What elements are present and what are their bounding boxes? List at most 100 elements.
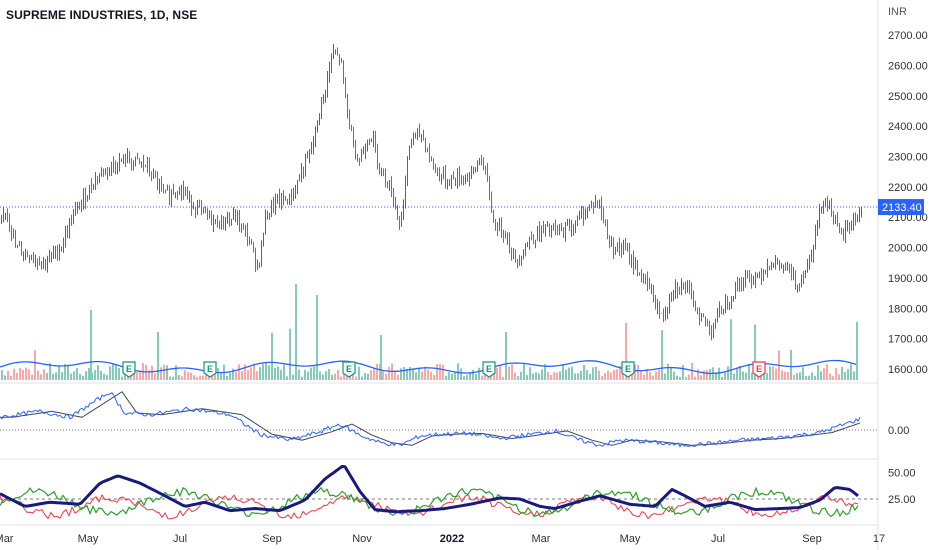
volume-bar <box>433 375 435 380</box>
volume-bar <box>451 373 453 380</box>
volume-bar <box>394 372 396 380</box>
volume-bar <box>424 366 426 380</box>
volume-bar <box>550 374 552 380</box>
volume-bar <box>220 371 222 380</box>
volume-bar <box>472 369 474 380</box>
volume-bar <box>682 364 684 380</box>
volume-bar <box>718 367 720 380</box>
volume-bar <box>376 363 378 380</box>
volume-bar <box>250 367 252 380</box>
volume-bar <box>370 370 372 380</box>
volume-bar <box>835 368 837 380</box>
time-axis-label: 2022 <box>440 533 464 545</box>
volume-bar <box>172 376 174 380</box>
volume-bar <box>721 376 723 380</box>
volume-bar <box>115 364 117 380</box>
volume-bar <box>31 374 33 380</box>
volume-bar <box>502 376 504 380</box>
volume-bar <box>403 367 405 380</box>
volume-bar <box>421 371 423 380</box>
volume-bar <box>787 371 789 380</box>
volume-bar <box>304 369 306 380</box>
volume-bar <box>748 363 750 380</box>
volume-bar <box>271 332 273 380</box>
volume-bar <box>253 363 255 380</box>
volume-bar <box>406 368 408 380</box>
volume-bar <box>319 371 321 380</box>
volume-bar <box>532 373 534 380</box>
volume-bar <box>751 372 753 380</box>
volume-bar <box>25 367 27 380</box>
volume-bar <box>727 366 729 380</box>
volume-bar <box>106 375 108 380</box>
volume-bar <box>520 371 522 380</box>
volume-bar <box>604 373 606 380</box>
volume-bar <box>202 375 204 380</box>
volume-bar <box>409 367 411 380</box>
volume-bar <box>595 366 597 380</box>
volume-bar <box>90 310 92 380</box>
volume-bar <box>436 364 438 380</box>
volume-bar <box>565 369 567 380</box>
volume-bar <box>493 372 495 380</box>
volume-bar <box>694 376 696 380</box>
volume-bar <box>562 365 564 380</box>
volume-bar <box>385 374 387 380</box>
volume-bar <box>580 370 582 380</box>
volume-bar <box>298 369 300 380</box>
price-tick-label: 1600.00 <box>888 364 928 376</box>
volume-bar <box>88 367 90 380</box>
volume-bar <box>766 372 768 380</box>
price-tick-label: 2000.00 <box>888 243 928 255</box>
volume-bar <box>619 365 621 380</box>
volume-bar <box>607 370 609 380</box>
volume-bar <box>508 366 510 380</box>
volume-bar <box>817 365 819 380</box>
volume-bar <box>511 364 513 380</box>
time-axis-label: Nov <box>352 533 372 545</box>
volume-bar <box>526 374 528 380</box>
volume-bar <box>670 366 672 380</box>
volume-bar <box>268 365 270 380</box>
price-tick-label: 2600.00 <box>888 60 928 72</box>
volume-bar <box>328 369 330 380</box>
volume-bar <box>853 371 855 380</box>
volume-bar <box>652 375 654 380</box>
volume-bar <box>847 368 849 380</box>
chart-title: SUPREME INDUSTRIES, 1D, NSE <box>6 8 198 22</box>
volume-bar <box>43 369 45 380</box>
volume-bar <box>190 372 192 380</box>
volume-bar <box>637 364 639 380</box>
volume-bar <box>649 372 651 380</box>
volume-bar <box>193 375 195 380</box>
volume-bar <box>286 376 288 380</box>
volume-bar <box>811 372 813 380</box>
volume-bar <box>238 364 240 380</box>
volume-bar <box>124 371 126 380</box>
volume-bar <box>367 373 369 380</box>
last-price-label: 2133.40 <box>882 202 922 214</box>
volume-bar <box>4 375 6 380</box>
price-tick-label: 1700.00 <box>888 334 928 346</box>
volume-bar <box>517 376 519 380</box>
volume-bar <box>139 370 141 380</box>
volume-bar <box>166 365 168 380</box>
earnings-marker <box>203 361 217 378</box>
volume-bar <box>556 372 558 380</box>
volume-bar <box>118 368 120 380</box>
volume-bar <box>82 375 84 380</box>
volume-bar <box>499 364 501 380</box>
volume-bar <box>199 375 201 380</box>
volume-bar <box>388 366 390 380</box>
volume-bar <box>217 368 219 380</box>
volume-bar <box>658 369 660 380</box>
volume-bar <box>616 369 618 380</box>
volume-bar <box>349 375 351 380</box>
volume-bar <box>553 372 555 380</box>
volume-bar <box>415 372 417 380</box>
volume-bar <box>544 363 546 380</box>
time-axis-label: Mar <box>532 533 551 545</box>
volume-bar <box>688 374 690 380</box>
